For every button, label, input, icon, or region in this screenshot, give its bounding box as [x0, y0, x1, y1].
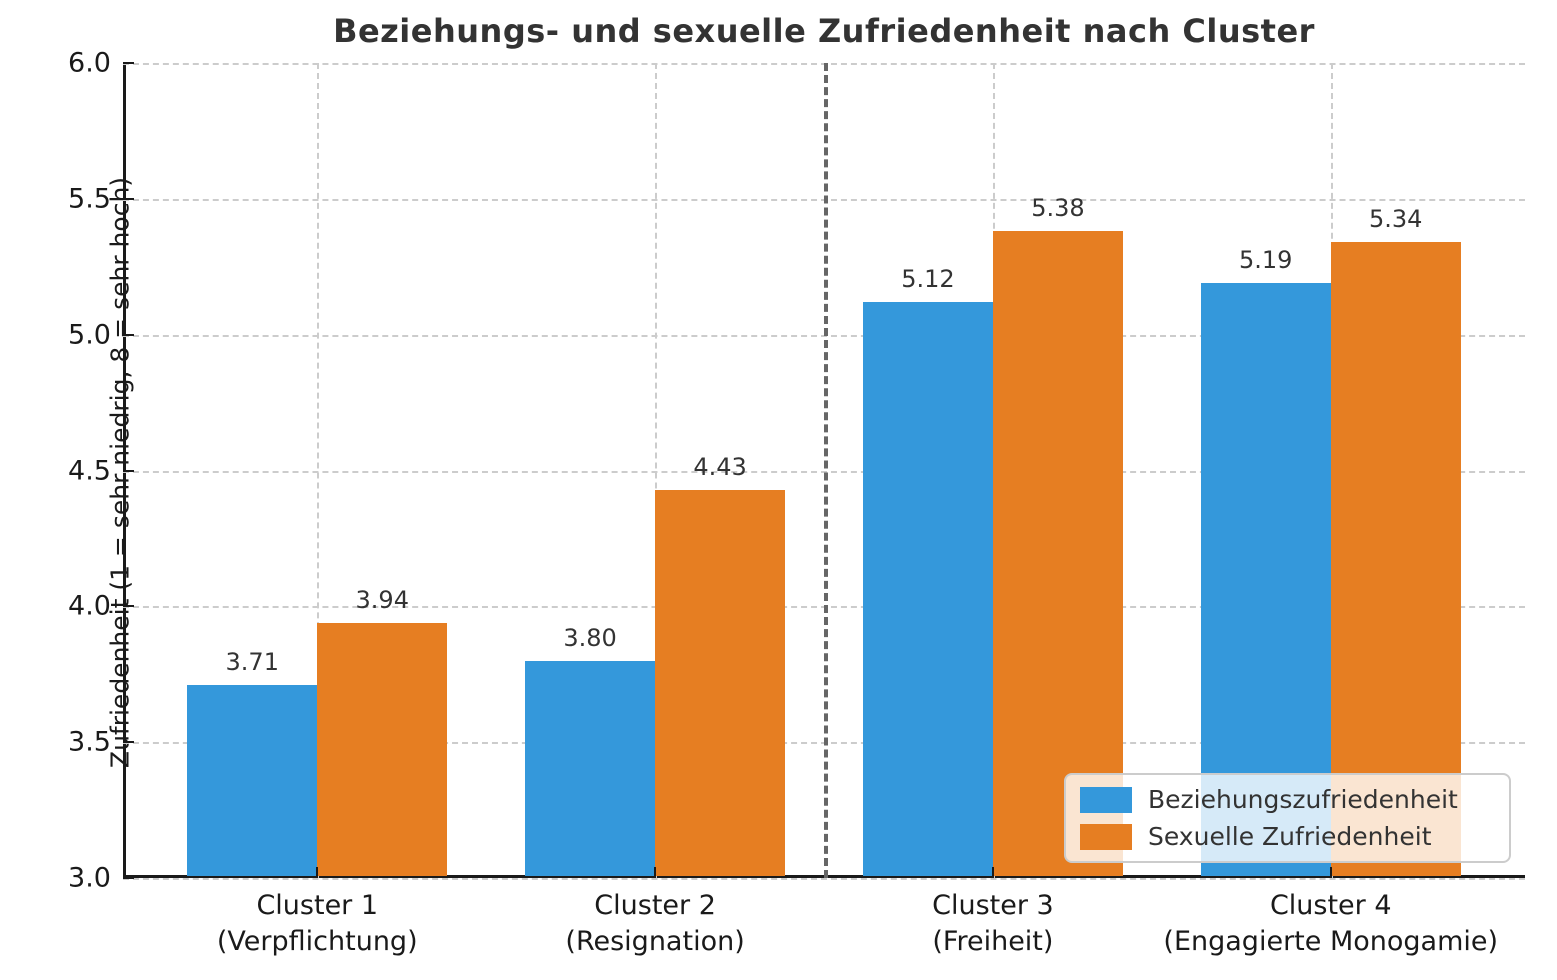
chart-title: Beziehungs- und sexuelle Zufriedenheit n… [333, 12, 1315, 50]
y-tick-mark [123, 333, 134, 336]
x-category-label-line: Cluster 2 [594, 890, 716, 921]
y-tick-mark [123, 197, 134, 200]
bar-relationship-cluster-2 [525, 660, 656, 877]
y-tick-label: 5.0 [68, 319, 111, 351]
x-tick-mark [991, 867, 994, 878]
x-tick-mark [654, 867, 657, 878]
y-tick-mark [123, 741, 134, 744]
bar-sexual-cluster-4 [1330, 242, 1461, 877]
plot-area: 3.71 3.80 5.12 5.19 3.94 4.43 5.38 5.34 [123, 63, 1525, 880]
x-category-label-line: (Engagierte Monogamie) [1163, 926, 1499, 958]
cluster-divider-line [824, 63, 828, 878]
bar-value-label: 5.34 [1369, 205, 1423, 234]
x-category-label-line: (Freiheit) [932, 926, 1054, 958]
chart-legend: Beziehungszufriedenheit Sexuelle Zufriede… [1064, 773, 1511, 863]
legend-swatch-icon [1080, 823, 1132, 850]
bar-value-label: 5.12 [901, 265, 955, 294]
x-category-label-cluster-4: Cluster 4 (Engagierte Monogamie) [1121, 888, 1541, 961]
vertical-gridline [317, 63, 320, 878]
y-tick-mark [123, 605, 134, 608]
horizontal-gridline [123, 878, 1525, 880]
legend-item: Beziehungszufriedenheit [1080, 785, 1495, 814]
x-category-label-line: (Resignation) [565, 926, 745, 958]
x-category-label-line: Cluster 4 [1269, 890, 1392, 921]
y-tick-label: 4.5 [68, 455, 111, 486]
legend-swatch-icon [1080, 786, 1132, 813]
x-category-label-line: Cluster 1 [256, 890, 379, 921]
bar-sexual-cluster-2 [655, 489, 786, 877]
x-category-label-cluster-3: Cluster 3 (Freiheit) [783, 888, 1203, 961]
x-category-label-line: (Verpflichtung) [216, 926, 418, 958]
y-tick-mark [123, 877, 134, 879]
bar-value-label: 4.43 [693, 452, 747, 481]
legend-item: Sexuelle Zufriedenheit [1080, 822, 1495, 851]
legend-label: Beziehungszufriedenheit [1148, 785, 1458, 814]
bar-sexual-cluster-3 [992, 231, 1123, 877]
bar-relationship-cluster-3 [862, 302, 993, 877]
bar-sexual-cluster-1 [317, 622, 448, 877]
legend-label: Sexuelle Zufriedenheit [1148, 822, 1432, 851]
y-tick-label: 3.5 [68, 726, 111, 758]
x-tick-mark [316, 867, 319, 878]
y-tick-label: 5.5 [68, 183, 111, 215]
x-category-label-cluster-1: Cluster 1 (Verpflichtung) [107, 888, 527, 961]
bar-value-label: 3.71 [225, 648, 279, 677]
y-tick-label: 6.0 [68, 47, 111, 79]
y-tick-mark [123, 469, 134, 472]
x-category-label-line: Cluster 3 [932, 890, 1054, 921]
bar-relationship-cluster-1 [187, 685, 318, 877]
bar-value-label: 5.19 [1239, 246, 1293, 275]
bar-value-label: 5.38 [1031, 194, 1085, 223]
bar-value-label: 3.80 [563, 623, 617, 652]
y-tick-label: 3.0 [68, 862, 111, 894]
vertical-gridline [655, 63, 658, 878]
bar-value-label: 3.94 [355, 585, 409, 614]
x-tick-mark [1329, 867, 1332, 878]
y-tick-label: 4.0 [68, 590, 111, 622]
y-tick-mark [123, 62, 134, 64]
x-category-label-cluster-2: Cluster 2 (Resignation) [445, 888, 865, 961]
